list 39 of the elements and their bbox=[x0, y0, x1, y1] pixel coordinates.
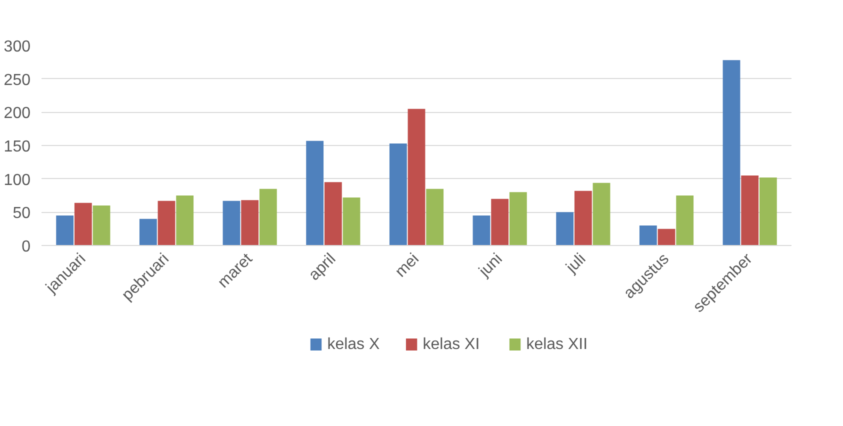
bar bbox=[658, 228, 676, 246]
bar bbox=[222, 200, 240, 246]
bar bbox=[241, 200, 259, 246]
bar bbox=[556, 212, 574, 246]
bar bbox=[509, 192, 527, 246]
bar bbox=[574, 190, 592, 246]
bar bbox=[722, 60, 740, 246]
x-tick-label: juli bbox=[562, 250, 590, 278]
legend-label: kelas XI bbox=[422, 336, 480, 353]
y-tick-label: 100 bbox=[4, 172, 31, 189]
bar bbox=[639, 226, 657, 246]
legend-label: kelas X bbox=[327, 336, 380, 353]
bar bbox=[491, 198, 509, 246]
y-tick-label: 250 bbox=[4, 72, 31, 89]
bar bbox=[408, 108, 426, 246]
bar bbox=[389, 144, 407, 246]
bar bbox=[176, 196, 194, 246]
y-tick-label: 200 bbox=[4, 105, 31, 122]
y-tick-label: 50 bbox=[12, 205, 31, 222]
bar bbox=[741, 176, 759, 246]
bar bbox=[426, 188, 444, 246]
bar bbox=[306, 140, 324, 246]
bar bbox=[592, 182, 610, 246]
x-tick-label: mei bbox=[392, 250, 423, 281]
y-tick-label: 300 bbox=[4, 38, 31, 56]
legend-label: kelas XII bbox=[526, 336, 588, 353]
bar bbox=[324, 182, 342, 246]
bar bbox=[158, 200, 176, 246]
bar bbox=[259, 188, 277, 246]
bar bbox=[74, 202, 92, 246]
bar bbox=[139, 218, 157, 246]
bar bbox=[759, 178, 777, 246]
bar bbox=[56, 216, 74, 246]
bar bbox=[472, 216, 490, 246]
y-tick-label: 0 bbox=[22, 238, 31, 256]
bar bbox=[342, 198, 360, 246]
bar bbox=[676, 196, 694, 246]
y-tick-label: 150 bbox=[4, 138, 31, 156]
bar bbox=[92, 206, 110, 246]
